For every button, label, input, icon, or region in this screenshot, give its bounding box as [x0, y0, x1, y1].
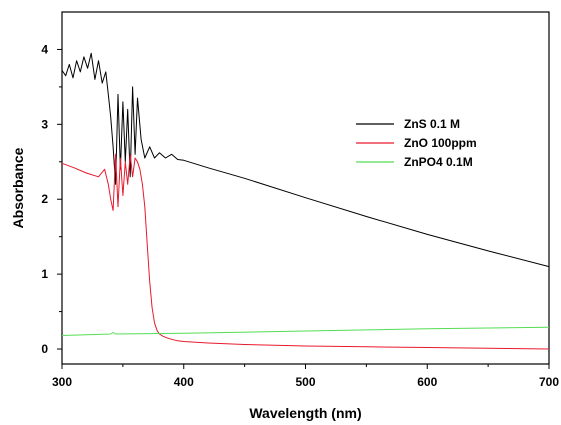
- y-tick-label: 3: [41, 117, 48, 131]
- plot-frame: [62, 12, 549, 364]
- series-line-2: [62, 154, 549, 349]
- legend-label-3: ZnPO4 0.1M: [404, 155, 473, 169]
- series-line-3: [62, 327, 549, 335]
- y-tick-label: 4: [41, 42, 48, 56]
- x-tick-label: 600: [417, 375, 437, 389]
- y-axis-title: Absorbance: [10, 147, 26, 228]
- x-tick-label: 300: [52, 375, 72, 389]
- y-tick-label: 0: [41, 342, 48, 356]
- y-tick-label: 2: [41, 192, 48, 206]
- y-tick-label: 1: [41, 267, 48, 281]
- x-axis-title: Wavelength (nm): [249, 405, 361, 421]
- legend-label-1: ZnS 0.1 M: [404, 117, 460, 131]
- plot-marks: 300 400 500 600 700 0 1 2 3 4 ZnS 0.1 M ZnO 100ppm Z…: [41, 12, 559, 389]
- x-tick-label: 400: [174, 375, 194, 389]
- x-tick-label: 500: [295, 375, 315, 389]
- legend-label-2: ZnO 100ppm: [404, 136, 477, 150]
- x-tick-label: 700: [539, 375, 559, 389]
